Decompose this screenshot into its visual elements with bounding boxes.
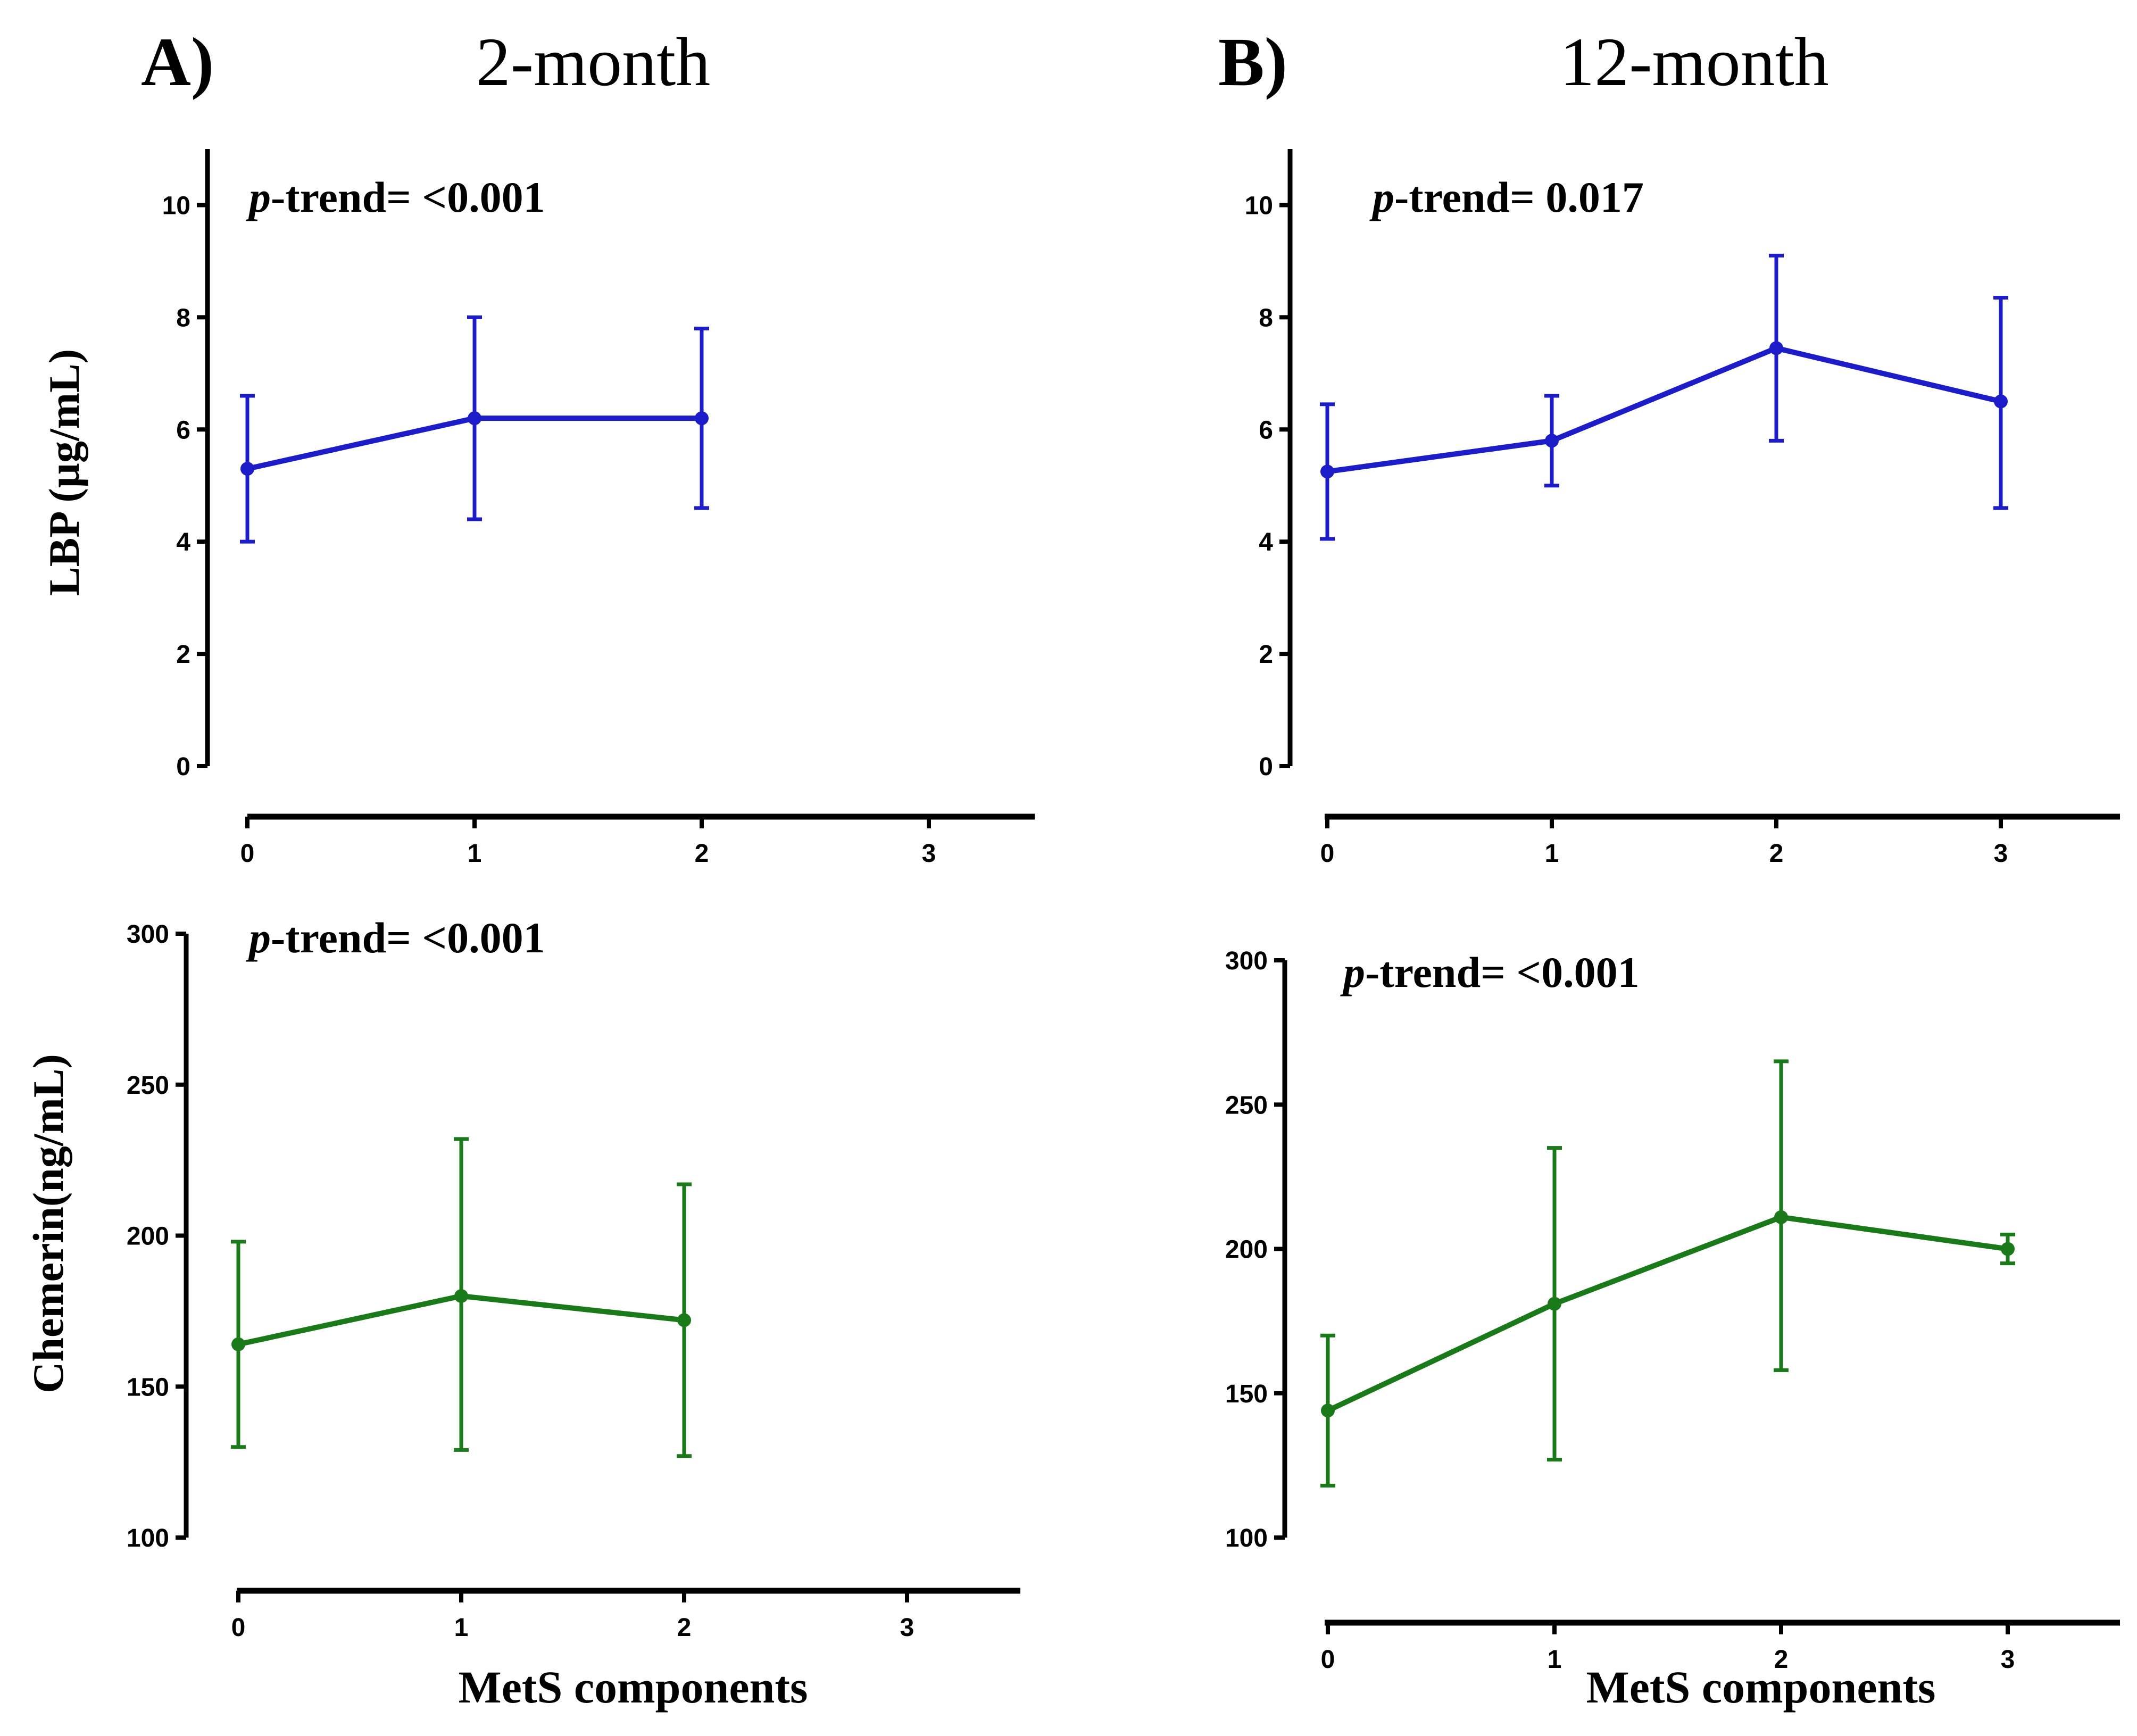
p-trend-label: p-trend= <0.001 <box>246 173 545 221</box>
data-point <box>454 1289 468 1303</box>
y-tick-label: 200 <box>127 1223 169 1251</box>
data-point <box>231 1337 245 1351</box>
panel-b-time: 12-month <box>1560 24 1829 101</box>
p-trend-value: <0.001 <box>422 173 545 221</box>
y-tick-label: 250 <box>127 1071 169 1100</box>
y-tick-label: 6 <box>176 416 190 444</box>
series-line <box>1327 345 2002 475</box>
panel-a-time: 2-month <box>476 24 711 101</box>
x-tick-label: 0 <box>1320 840 1335 868</box>
p-trend-value: 0.017 <box>1545 173 1644 221</box>
x-tick-label: 1 <box>1545 840 1559 868</box>
x-tick-label: 0 <box>1321 1646 1335 1674</box>
y-tick-label: 150 <box>1225 1380 1268 1408</box>
p-trend-value: <0.001 <box>1516 948 1639 996</box>
x-tick-label: 2 <box>1769 840 1784 868</box>
data-point <box>1321 1403 1335 1418</box>
y-tick-label: 250 <box>1225 1091 1268 1119</box>
x-axis-label-2m: MetS components <box>459 1662 808 1713</box>
x-tick-label: 2 <box>695 840 709 868</box>
data-point <box>1545 434 1559 448</box>
y-tick-label: 150 <box>127 1373 169 1401</box>
x-tick-label: 1 <box>468 840 482 868</box>
chemerin-y-axis-label: Chemerin(ng/mL) <box>24 1054 72 1393</box>
x-tick-label: 0 <box>240 840 255 868</box>
p-trend-prefix: p <box>1369 173 1394 221</box>
p-trend-suffix: -trend= <box>271 913 422 962</box>
data-point <box>1548 1297 1561 1311</box>
x-axis-label-12m: MetS components <box>1586 1662 1936 1713</box>
x-tick-label: 1 <box>1548 1646 1562 1674</box>
x-tick-label: 2 <box>677 1614 692 1642</box>
y-tick-label: 10 <box>1245 192 1273 220</box>
data-point <box>1994 394 2008 409</box>
y-tick-label: 2 <box>176 641 190 669</box>
x-tick-label: 3 <box>1994 840 2008 868</box>
y-tick-label: 300 <box>127 920 169 949</box>
y-tick-label: 2 <box>1259 641 1273 669</box>
y-tick-label: 0 <box>1259 753 1273 781</box>
p-trend-prefix: p <box>1340 948 1365 996</box>
p-trend-label: p-trend= <0.001 <box>246 913 545 962</box>
p-trend-prefix: p <box>246 173 271 221</box>
data-point <box>677 1313 691 1327</box>
panel-a-letter: A) <box>141 24 214 101</box>
p-trend-label: p-trend= <0.001 <box>1340 948 1640 996</box>
data-point <box>1320 464 1334 479</box>
x-tick-label: 1 <box>454 1614 469 1642</box>
p-trend-suffix: -trend= <box>1394 173 1545 221</box>
p-trend-prefix: p <box>246 913 271 962</box>
data-point <box>695 411 709 426</box>
chart-lbp-2m: 0 2 4 6 8 10 0 1 2 3 p-trend= <0.001 <box>162 149 1035 868</box>
chart-chemerin-2m: 100 150 200 250 300 0 1 2 3 p-trend= <0.001 <box>127 913 1020 1642</box>
chart-lbp-12m: 0 2 4 6 8 10 0 1 2 3 p-trend= 0.017 <box>1245 149 2120 868</box>
y-tick-label: 100 <box>127 1524 169 1552</box>
series-line <box>1326 1214 2008 1413</box>
y-tick-label: 4 <box>176 528 190 556</box>
y-tick-label: 8 <box>176 304 190 332</box>
y-tick-label: 6 <box>1259 416 1273 444</box>
lbp-y-axis-label: LBP (µg/mL) <box>40 349 88 596</box>
p-trend-value: <0.001 <box>422 913 545 962</box>
data-point <box>1774 1210 1788 1224</box>
y-tick-label: 0 <box>176 753 190 781</box>
y-tick-label: 4 <box>1259 528 1273 556</box>
y-tick-label: 10 <box>162 192 190 220</box>
x-tick-label: 3 <box>2001 1646 2015 1674</box>
p-trend-label: p-trend= 0.017 <box>1369 173 1644 221</box>
p-trend-suffix: -trend= <box>271 173 422 221</box>
x-tick-label: 0 <box>231 1614 246 1642</box>
x-tick-label: 3 <box>900 1614 914 1642</box>
y-tick-label: 8 <box>1259 304 1273 332</box>
data-point <box>468 411 481 426</box>
x-tick-label: 3 <box>922 840 936 868</box>
chart-chemerin-12m: 100 150 200 250 300 0 1 2 3 p-trend= <0.001 <box>1225 947 2120 1674</box>
x-tick-label: 2 <box>1774 1646 1789 1674</box>
y-tick-label: 100 <box>1225 1524 1268 1552</box>
p-trend-suffix: -trend= <box>1365 948 1516 996</box>
y-tick-label: 300 <box>1225 947 1268 975</box>
data-point <box>1769 341 1783 355</box>
y-tick-label: 200 <box>1225 1236 1268 1264</box>
data-point <box>2001 1242 2015 1256</box>
panel-b-letter: B) <box>1218 24 1287 101</box>
data-point <box>240 462 254 476</box>
